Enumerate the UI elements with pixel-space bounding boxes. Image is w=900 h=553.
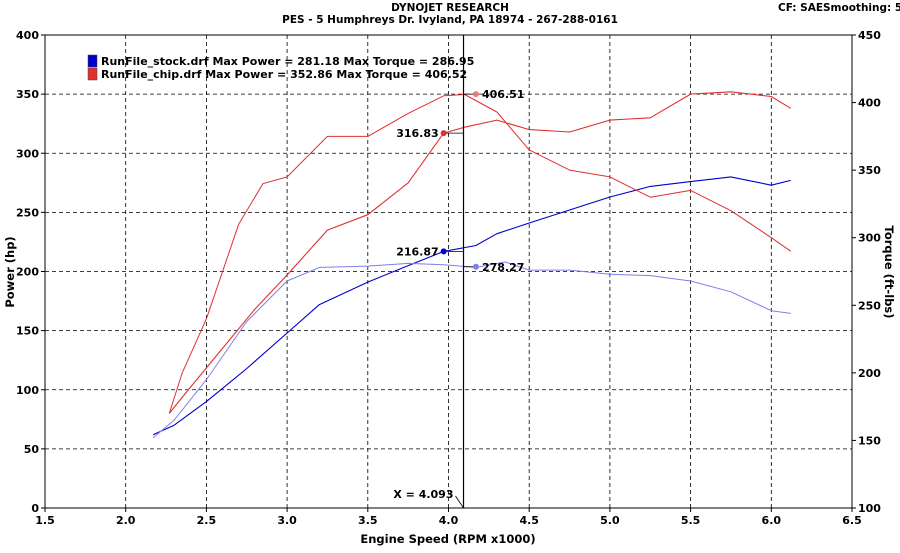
point-annotations: 406.51 316.83 216.87 278.27 (396, 88, 524, 274)
y-tick-label: 100 (16, 384, 39, 397)
x-tick-label: 1.5 (35, 514, 55, 527)
y2-axis-ticks: 100 150 200 250 300 350 400 450 (852, 29, 881, 515)
y2-axis-title: Torque (ft-lbs) (882, 226, 896, 319)
annotation-label: 216.87 (396, 245, 438, 258)
x-tick-label: 5.5 (681, 514, 701, 527)
x-tick-label: 2.5 (197, 514, 217, 527)
cursor-line-group[interactable]: X = 4.093 (393, 35, 465, 509)
x-axis-title: Engine Speed (RPM x1000) (360, 532, 535, 546)
x-tick-label: 2.0 (116, 514, 136, 527)
series-runfile-chip-drf-torque (168, 94, 791, 414)
y-tick-label: 50 (24, 443, 40, 456)
chart-subtitle: PES - 5 Humphreys Dr. Ivyland, PA 18974 … (282, 14, 618, 26)
y-tick-label: 300 (16, 147, 39, 160)
annotation-label: 406.51 (482, 88, 524, 101)
y-axis-title: Power (hp) (3, 236, 17, 307)
y2-tick-label: 250 (858, 299, 881, 312)
legend-entry: RunFile_stock.drf Max Power = 281.18 Max… (101, 55, 474, 68)
y-tick-label: 250 (16, 206, 39, 219)
legend-entry: RunFile_chip.drf Max Power = 352.86 Max … (101, 68, 467, 81)
annotation-label: 316.83 (396, 127, 438, 140)
y2-tick-label: 150 (858, 434, 881, 447)
x-tick-label: 4.5 (519, 514, 539, 527)
x-tick-label: 3.5 (358, 514, 378, 527)
legend-swatch (87, 67, 98, 81)
annotation-marker (440, 130, 447, 137)
y-tick-label: 200 (16, 266, 39, 279)
cursor-pointer (455, 495, 464, 509)
x-tick-label: 4.0 (439, 514, 459, 527)
y-axis-ticks: 0 50 100 150 200 250 300 350 400 (16, 29, 45, 515)
x-tick-label: 6.0 (762, 514, 782, 527)
chart-title: DYNOJET RESEARCH (391, 2, 509, 14)
y-tick-label: 0 (31, 502, 39, 515)
y-tick-label: 350 (16, 88, 39, 101)
legend-swatch (87, 54, 98, 68)
y2-tick-label: 450 (858, 29, 881, 42)
annotation-label: 278.27 (482, 261, 524, 274)
annotation-marker (440, 248, 447, 255)
series-runfile-stock-drf-power (152, 176, 791, 436)
x-tick-label: 3.0 (277, 514, 297, 527)
x-tick-label: 5.0 (600, 514, 620, 527)
annotation-marker (472, 91, 479, 98)
y2-tick-label: 100 (858, 502, 881, 515)
grid-lines (45, 35, 852, 508)
y2-tick-label: 350 (858, 164, 881, 177)
y2-tick-label: 400 (858, 97, 881, 110)
legend: RunFile_stock.drf Max Power = 281.18 Max… (87, 54, 474, 81)
x-axis-ticks: 1.5 2.0 2.5 3.0 3.5 4.0 4.5 5.0 5.5 6.0 6.5 (35, 508, 862, 527)
y2-tick-label: 200 (858, 367, 881, 380)
x-tick-label: 6.5 (842, 514, 862, 527)
series-runfile-chip-drf-power (168, 91, 791, 414)
y-tick-label: 400 (16, 29, 39, 42)
y2-tick-label: 300 (858, 232, 881, 245)
cursor-label: X = 4.093 (393, 488, 453, 501)
annotation-marker (472, 263, 479, 270)
smoothing-label: Smoothing: 5 (823, 2, 900, 14)
y-tick-label: 150 (16, 325, 39, 338)
cf-label: CF: SAE (778, 2, 823, 14)
